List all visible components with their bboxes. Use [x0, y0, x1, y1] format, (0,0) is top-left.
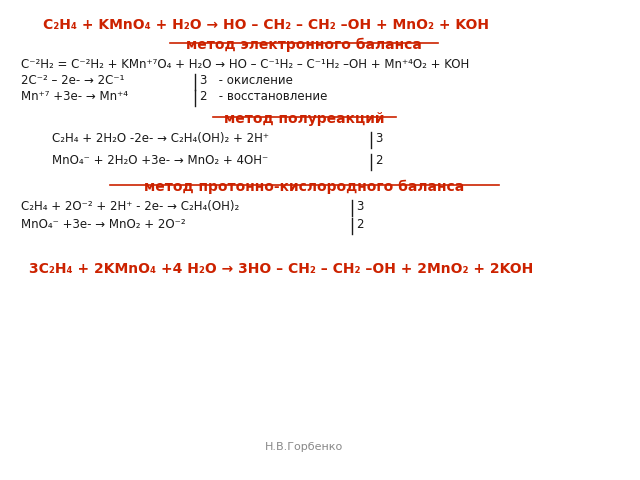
Text: метод протонно-кислородного баланса: метод протонно-кислородного баланса: [144, 180, 465, 194]
Text: MnO₄⁻ + 2H₂O +3e- → MnO₂ + 4OH⁻: MnO₄⁻ + 2H₂O +3e- → MnO₂ + 4OH⁻: [52, 154, 269, 167]
Text: 2C⁻² – 2e- → 2C⁻¹: 2C⁻² – 2e- → 2C⁻¹: [21, 74, 124, 87]
Text: 3   - окисление: 3 - окисление: [200, 74, 292, 87]
Text: C₂H₄ + 2H₂O -2e- → C₂H₄(OH)₂ + 2H⁺: C₂H₄ + 2H₂O -2e- → C₂H₄(OH)₂ + 2H⁺: [52, 132, 269, 145]
Text: метод электронного баланса: метод электронного баланса: [186, 38, 422, 52]
Text: метод полуреакций: метод полуреакций: [224, 112, 385, 126]
Text: Н.В.Горбенко: Н.В.Горбенко: [265, 442, 344, 452]
Text: 2: 2: [376, 154, 383, 167]
Text: Mn⁺⁷ +3e- → Mn⁺⁴: Mn⁺⁷ +3e- → Mn⁺⁴: [21, 90, 128, 103]
Text: MnO₄⁻ +3e- → MnO₂ + 2O⁻²: MnO₄⁻ +3e- → MnO₂ + 2O⁻²: [21, 218, 186, 231]
Text: 3C₂H₄ + 2KMnO₄ +4 H₂O → 3HO – CH₂ – CH₂ –OH + 2MnO₂ + 2KOH: 3C₂H₄ + 2KMnO₄ +4 H₂O → 3HO – CH₂ – CH₂ …: [29, 262, 532, 276]
Text: C₂H₄ + KMnO₄ + H₂O → HO – CH₂ – CH₂ –OH + MnO₂ + KOH: C₂H₄ + KMnO₄ + H₂O → HO – CH₂ – CH₂ –OH …: [43, 18, 489, 32]
Text: 3: 3: [376, 132, 383, 145]
Text: 3: 3: [356, 200, 364, 213]
Text: C₂H₄ + 2O⁻² + 2H⁺ - 2e- → C₂H₄(OH)₂: C₂H₄ + 2O⁻² + 2H⁺ - 2e- → C₂H₄(OH)₂: [21, 200, 239, 213]
Text: 2   - восстановление: 2 - восстановление: [200, 90, 327, 103]
Text: C⁻²H₂ = C⁻²H₂ + KMn⁺⁷O₄ + H₂O → HO – C⁻¹H₂ – C⁻¹H₂ –OH + Mn⁺⁴O₂ + KOH: C⁻²H₂ = C⁻²H₂ + KMn⁺⁷O₄ + H₂O → HO – C⁻¹…: [21, 58, 469, 71]
Text: 2: 2: [356, 218, 364, 231]
